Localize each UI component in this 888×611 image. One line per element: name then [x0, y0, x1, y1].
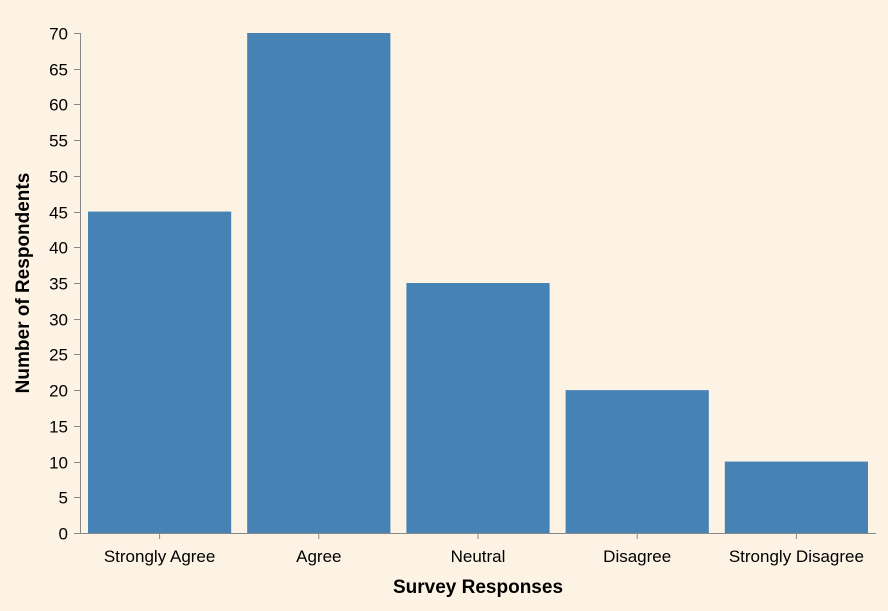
bar-strongly-disagree — [724, 461, 868, 533]
x-axis-title: Survey Responses — [393, 577, 563, 598]
y-tick-label-5: 5 — [59, 489, 68, 508]
y-tick-label-55: 55 — [49, 132, 68, 151]
y-tick-label-35: 35 — [49, 275, 68, 294]
x-tick-label-strongly-agree: Strongly Agree — [104, 547, 216, 566]
bar-agree — [247, 33, 391, 533]
y-tick-label-20: 20 — [49, 382, 68, 401]
y-tick-label-60: 60 — [49, 96, 68, 115]
y-tick-label-25: 25 — [49, 346, 68, 365]
bar-strongly-agree — [88, 211, 232, 534]
y-tick-label-40: 40 — [49, 239, 68, 258]
y-tick-label-30: 30 — [49, 311, 68, 330]
x-tick-label-strongly-disagree: Strongly Disagree — [729, 547, 864, 566]
y-tick-label-50: 50 — [49, 168, 68, 187]
bars-group — [88, 33, 868, 534]
y-tick-label-65: 65 — [49, 61, 68, 80]
x-tick-label-disagree: Disagree — [603, 547, 671, 566]
y-tick-label-0: 0 — [59, 525, 68, 544]
bar-disagree — [565, 390, 709, 533]
x-tick-label-agree: Agree — [296, 547, 341, 566]
y-tick-label-70: 70 — [49, 25, 68, 44]
bar-neutral — [406, 283, 550, 533]
x-axis: Strongly Agree Agree Neutral Disagree Strong… — [80, 533, 876, 566]
y-tick-label-15: 15 — [49, 418, 68, 437]
y-tick-label-10: 10 — [49, 454, 68, 473]
x-tick-label-neutral: Neutral — [451, 547, 506, 566]
y-axis: 0 5 10 15 20 25 30 35 40 45 50 55 60 65 70 — [49, 25, 81, 544]
y-axis-title: Number of Respondents — [13, 173, 34, 394]
y-tick-label-45: 45 — [49, 204, 68, 223]
